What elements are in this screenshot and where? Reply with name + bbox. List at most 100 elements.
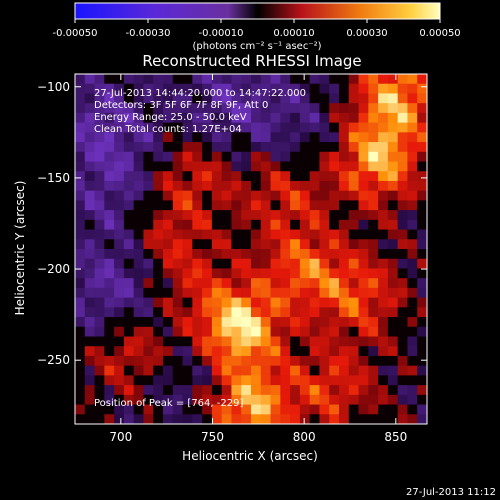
heatmap-cell bbox=[387, 404, 399, 415]
heatmap-cell bbox=[251, 297, 262, 308]
heatmap-cell bbox=[182, 103, 193, 114]
x-tick-label: 850 bbox=[384, 430, 407, 444]
heatmap-cell bbox=[182, 219, 193, 230]
heatmap-cell bbox=[75, 151, 86, 162]
heatmap-cell bbox=[407, 326, 418, 337]
heatmap-cell bbox=[387, 93, 399, 104]
heatmap-cell bbox=[104, 229, 115, 240]
heatmap-cell bbox=[231, 210, 242, 221]
heatmap-cell bbox=[348, 219, 359, 230]
heatmap-cell bbox=[397, 355, 408, 367]
heatmap-cell bbox=[75, 190, 86, 201]
heatmap-cell bbox=[299, 414, 311, 425]
heatmap-cell bbox=[241, 142, 252, 153]
heatmap-cell bbox=[192, 394, 203, 405]
heatmap-cell bbox=[290, 103, 301, 114]
heatmap-cell bbox=[211, 355, 223, 367]
heatmap-cell bbox=[378, 239, 389, 250]
heatmap-cell bbox=[231, 200, 242, 211]
heatmap-cell bbox=[417, 161, 428, 172]
heatmap-cell bbox=[348, 365, 359, 376]
heatmap-cell bbox=[163, 394, 174, 405]
heatmap-cell bbox=[309, 394, 320, 405]
heatmap-cell bbox=[417, 404, 428, 415]
heatmap-cell bbox=[358, 287, 369, 299]
heatmap-cell bbox=[339, 404, 350, 415]
heatmap-cell bbox=[143, 365, 154, 376]
heatmap-cell bbox=[104, 142, 115, 153]
heatmap-cell bbox=[358, 404, 369, 415]
heatmap-cell bbox=[348, 404, 359, 415]
heatmap-cell bbox=[348, 83, 359, 94]
x-tick-label: 750 bbox=[201, 430, 224, 444]
heatmap-cell bbox=[123, 258, 135, 269]
heatmap-cell bbox=[241, 112, 252, 124]
heatmap-cell bbox=[270, 346, 281, 357]
heatmap-cell bbox=[387, 365, 399, 376]
heatmap-cell bbox=[270, 103, 281, 114]
heatmap-cell bbox=[75, 93, 86, 104]
heatmap-cell bbox=[241, 297, 252, 308]
heatmap-cell bbox=[339, 375, 350, 386]
heatmap-cell bbox=[329, 219, 340, 230]
heatmap-cell bbox=[231, 346, 242, 357]
heatmap-cell bbox=[192, 258, 203, 269]
heatmap-cell bbox=[319, 103, 330, 114]
heatmap-cell bbox=[378, 161, 389, 172]
heatmap-cell bbox=[153, 346, 164, 357]
heatmap-cell bbox=[251, 278, 262, 289]
heatmap-cell bbox=[163, 258, 174, 269]
heatmap-cell bbox=[309, 103, 320, 114]
heatmap-cell bbox=[241, 210, 252, 221]
heatmap-cell bbox=[143, 385, 154, 396]
heatmap-cell bbox=[407, 229, 418, 240]
heatmap-cell bbox=[397, 83, 408, 94]
heatmap-cell bbox=[231, 219, 242, 230]
heatmap-cell bbox=[417, 239, 428, 250]
heatmap-cell bbox=[280, 171, 291, 182]
x-tick-label: 700 bbox=[109, 430, 132, 444]
heatmap-cell bbox=[211, 346, 223, 357]
heatmap-cell bbox=[123, 112, 135, 124]
heatmap-cell bbox=[387, 326, 399, 337]
heatmap-cell bbox=[299, 375, 311, 386]
heatmap-cell bbox=[114, 210, 125, 221]
heatmap-cell bbox=[270, 414, 281, 425]
heatmap-cell bbox=[143, 93, 154, 104]
heatmap-cell bbox=[84, 83, 95, 94]
heatmap-cell bbox=[397, 297, 408, 308]
heatmap-cell bbox=[358, 83, 369, 94]
heatmap-cell bbox=[280, 394, 291, 405]
heatmap-cell bbox=[368, 74, 379, 85]
heatmap-cell bbox=[211, 74, 223, 85]
heatmap-cell bbox=[378, 229, 389, 240]
heatmap-cell bbox=[75, 112, 86, 124]
heatmap-cell bbox=[397, 394, 408, 405]
heatmap-cell bbox=[231, 132, 242, 143]
heatmap-cell bbox=[94, 394, 105, 405]
heatmap-cell bbox=[114, 74, 125, 85]
heatmap-cell bbox=[153, 171, 164, 182]
heatmap-cell bbox=[241, 161, 252, 172]
heatmap-cell bbox=[319, 336, 330, 347]
heatmap-cell bbox=[299, 394, 311, 405]
heatmap-cell bbox=[348, 394, 359, 405]
heatmap-cell bbox=[339, 210, 350, 221]
heatmap-cell bbox=[417, 307, 428, 318]
heatmap-cell bbox=[309, 190, 320, 201]
heatmap-cell bbox=[114, 239, 125, 250]
heatmap-cell bbox=[387, 249, 399, 260]
heatmap-cell bbox=[339, 268, 350, 279]
heatmap-cell bbox=[339, 103, 350, 114]
x-axis-label: Heliocentric X (arcsec) bbox=[182, 449, 318, 463]
heatmap-cell bbox=[192, 249, 203, 260]
heatmap-cell bbox=[270, 375, 281, 386]
heatmap-cell bbox=[241, 190, 252, 201]
heatmap-cell bbox=[114, 346, 125, 357]
heatmap-cell bbox=[143, 317, 154, 328]
heatmap-cell bbox=[299, 122, 311, 133]
heatmap-cell bbox=[153, 151, 164, 162]
heatmap-cell bbox=[309, 219, 320, 230]
colorbar-tick-label: -0.00050 bbox=[53, 28, 98, 39]
heatmap-cell bbox=[163, 278, 174, 289]
